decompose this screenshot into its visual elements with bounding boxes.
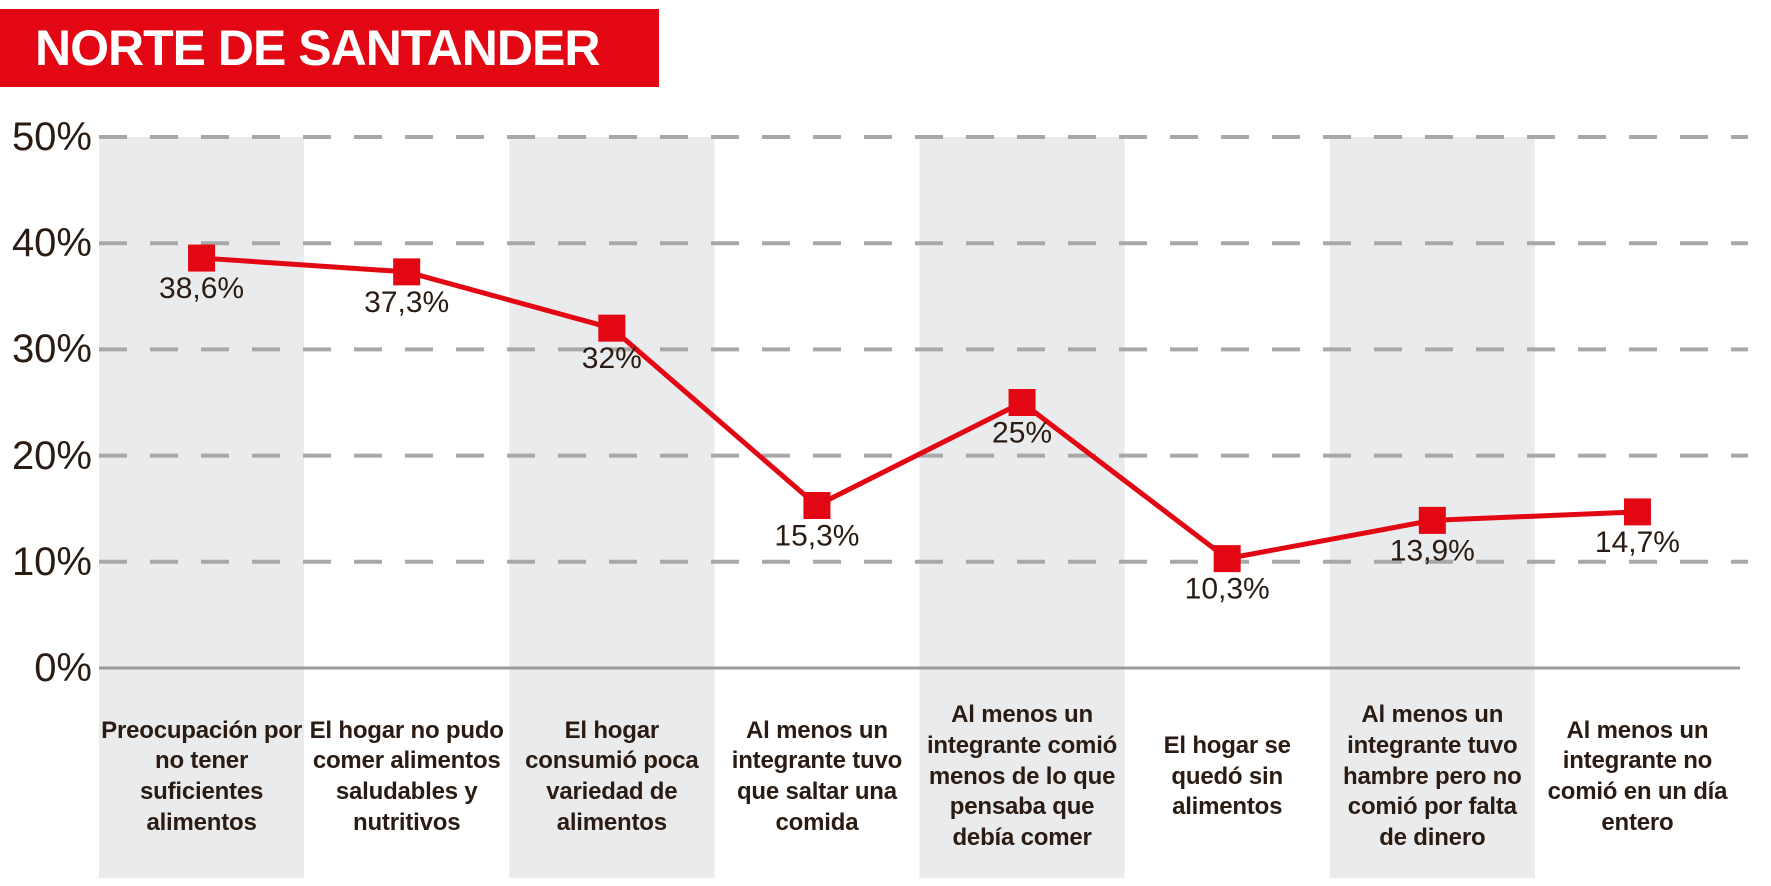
y-tick-label: 10% bbox=[11, 539, 92, 584]
data-point-marker bbox=[1623, 498, 1651, 526]
category-label: Al menos un integrante tuvo que saltar u… bbox=[731, 716, 903, 836]
data-point-value-label: 14,7% bbox=[1595, 526, 1680, 559]
data-point-marker bbox=[1213, 545, 1241, 573]
category-label: El hogar se quedó sin alimentos bbox=[1163, 731, 1291, 821]
data-point-value-label: 15,3% bbox=[774, 520, 859, 553]
category-label: Al menos un integrante tuvo hambre pero … bbox=[1343, 701, 1522, 852]
data-point-marker bbox=[1008, 389, 1036, 416]
y-tick-label: 50% bbox=[11, 115, 92, 159]
data-point-marker bbox=[803, 492, 831, 520]
data-point-value-label: 37,3% bbox=[364, 286, 449, 319]
data-point-marker bbox=[393, 258, 421, 286]
data-point-marker bbox=[1418, 506, 1446, 534]
region-title-banner: NORTE DE SANTANDER bbox=[0, 9, 659, 87]
y-tick-label: 20% bbox=[11, 433, 92, 478]
column-band bbox=[919, 137, 1125, 878]
data-point-marker bbox=[188, 244, 216, 272]
category-label: Preocupación por no tener suficientes al… bbox=[101, 716, 302, 836]
category-label: El hogar consumió poca variedad de alime… bbox=[525, 716, 699, 836]
category-label: Al menos un integrante no comió en un dí… bbox=[1547, 716, 1728, 836]
category-label: Al menos un integrante comió menos de lo… bbox=[926, 701, 1118, 852]
y-tick-label: 40% bbox=[11, 221, 92, 266]
data-point-value-label: 25% bbox=[992, 417, 1052, 450]
data-point-value-label: 13,9% bbox=[1390, 534, 1475, 567]
data-point-value-label: 38,6% bbox=[159, 272, 244, 305]
y-tick-label: 30% bbox=[11, 327, 92, 372]
data-point-value-label: 32% bbox=[582, 342, 642, 375]
data-point-value-label: 10,3% bbox=[1185, 573, 1270, 606]
y-tick-label: 0% bbox=[34, 646, 92, 690]
column-band bbox=[509, 137, 715, 878]
data-point-marker bbox=[598, 314, 626, 342]
region-title: NORTE DE SANTANDER bbox=[35, 20, 600, 76]
category-label: El hogar no pudo comer alimentos saludab… bbox=[309, 716, 504, 836]
data-line bbox=[201, 255, 1638, 562]
